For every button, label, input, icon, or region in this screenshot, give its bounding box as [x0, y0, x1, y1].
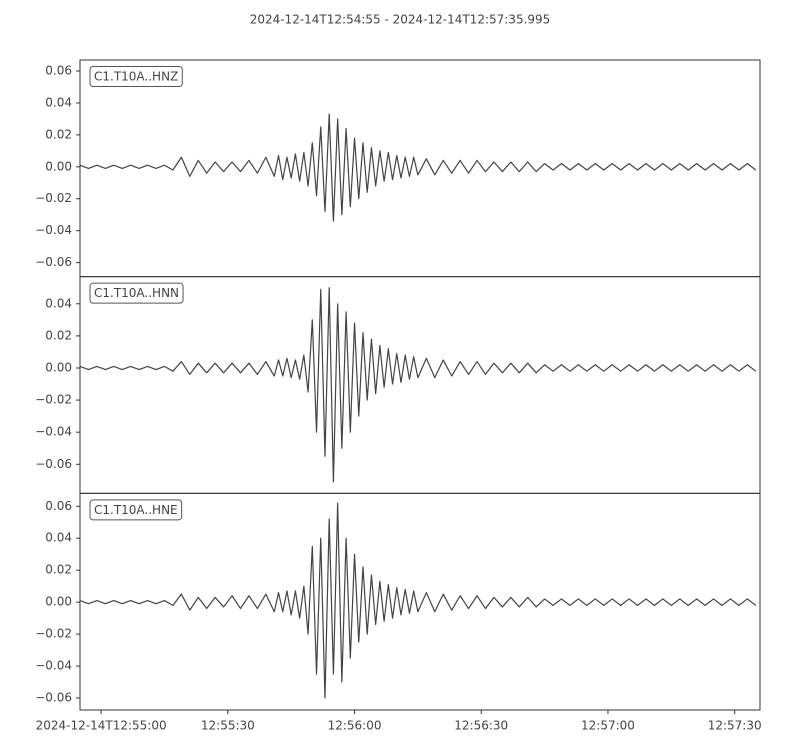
x-tick-label: 12:56:30 [454, 719, 508, 733]
y-tick-label: −0.02 [35, 393, 72, 407]
trace-label-text: C1.T10A..HNN [94, 286, 179, 300]
waveform [79, 113, 757, 222]
x-tick-label: 2024-12-14T12:55:00 [36, 719, 167, 733]
y-tick-label: −0.04 [35, 659, 72, 673]
x-tick-label: 12:55:30 [201, 719, 255, 733]
y-tick-label: 0.00 [45, 360, 72, 374]
y-tick-label: 0.04 [45, 95, 72, 109]
y-tick-label: −0.04 [35, 425, 72, 439]
y-tick-label: 0.06 [45, 499, 72, 513]
trace-label: C1.T10A..HNE [89, 499, 183, 521]
y-tick-label: 0.02 [45, 127, 72, 141]
y-tick-label: 0.02 [45, 563, 72, 577]
trace-label-box [89, 499, 183, 521]
chart-title: 2024-12-14T12:54:55 - 2024-12-14T12:57:3… [250, 13, 551, 27]
trace-label: C1.T10A..HNZ [89, 66, 183, 87]
trace-label-box [89, 282, 184, 304]
trace-label: C1.T10A..HNN [89, 282, 184, 304]
waveform [79, 287, 757, 483]
trace-label-text: C1.T10A..HNE [94, 503, 178, 517]
x-tick-label: 12:56:00 [328, 719, 382, 733]
x-tick-label: 12:57:00 [581, 719, 635, 733]
y-tick-label: −0.02 [35, 191, 72, 205]
trace-label-box [89, 66, 183, 87]
panel-frame [79, 492, 761, 711]
x-tick-label: 12:57:30 [708, 719, 762, 733]
y-tick-label: −0.06 [35, 691, 72, 705]
panel-frame [79, 276, 761, 494]
y-tick-label: −0.02 [35, 627, 72, 641]
y-tick-label: 0.06 [45, 64, 72, 78]
waveform [79, 502, 757, 699]
y-tick-label: 0.04 [45, 296, 72, 310]
panel-frame [79, 59, 761, 278]
y-tick-label: −0.04 [35, 223, 72, 237]
y-tick-label: 0.00 [45, 159, 72, 173]
y-tick-label: 0.04 [45, 531, 72, 545]
y-tick-label: −0.06 [35, 457, 72, 471]
trace-label-text: C1.T10A..HNZ [94, 70, 178, 84]
y-tick-label: 0.00 [45, 595, 72, 609]
y-tick-label: −0.06 [35, 255, 72, 269]
y-tick-label: 0.02 [45, 328, 72, 342]
